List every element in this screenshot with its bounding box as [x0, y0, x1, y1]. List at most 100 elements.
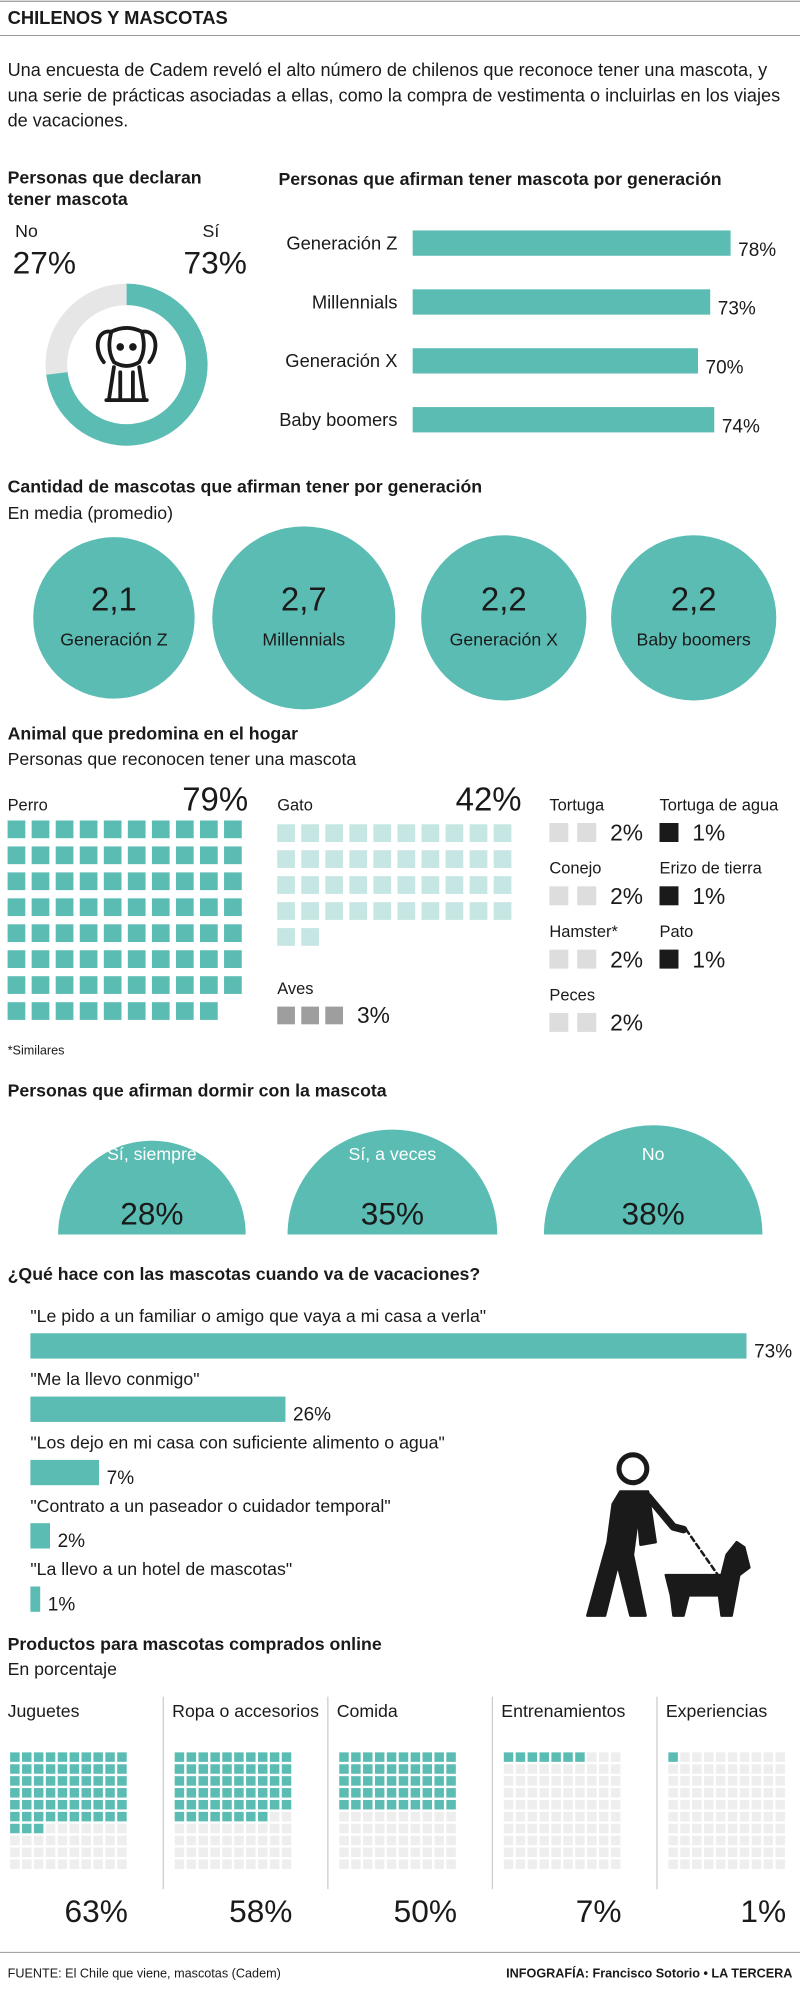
category-label: Peces — [549, 986, 595, 1004]
waffle-cell — [31, 820, 50, 839]
waffle-cell — [301, 1006, 319, 1025]
waffle-cell — [469, 824, 488, 842]
waffle-cell — [739, 1752, 750, 1762]
waffle-cell — [551, 1811, 561, 1822]
waffle-cell — [527, 1764, 538, 1774]
waffle-cell — [751, 1788, 762, 1798]
waffle-cell — [246, 1859, 256, 1869]
waffle-cell — [105, 1811, 115, 1822]
waffle-cell — [575, 1847, 585, 1858]
waffle-cell — [727, 1835, 738, 1846]
waffle-cell — [563, 1776, 573, 1786]
waffle-cell — [410, 1788, 421, 1798]
waffle-cell — [33, 1859, 44, 1869]
waffle-cell — [277, 876, 295, 894]
waffle-cell — [715, 1847, 726, 1858]
waffle-cell — [69, 1776, 80, 1786]
waffle-cell — [549, 886, 569, 906]
waffle-cell — [81, 1835, 92, 1846]
waffle-cell — [680, 1799, 690, 1810]
waffle-cell — [563, 1835, 573, 1846]
waffle-cell — [539, 1799, 549, 1810]
waffle-cell — [105, 1835, 115, 1846]
value-label: 78% — [738, 240, 776, 261]
waffle-cell — [234, 1823, 244, 1834]
waffle-cell — [200, 820, 218, 839]
waffle-cell — [174, 1799, 185, 1810]
waffle-cell — [397, 850, 416, 868]
waffle-cell — [668, 1776, 678, 1786]
waffle-cell — [81, 1764, 92, 1774]
waffle-cell — [587, 1788, 597, 1798]
waffle-cell — [763, 1823, 774, 1834]
waffle-cell — [598, 1835, 609, 1846]
waffle-cell — [493, 824, 512, 842]
waffle-cell — [210, 1859, 220, 1869]
waffle-cell — [31, 950, 50, 968]
value-label: 74% — [722, 416, 760, 437]
waffle-cell — [57, 1776, 68, 1786]
waffle-cell — [739, 1835, 750, 1846]
value-label: 2,2 — [671, 580, 717, 617]
waffle-cell — [503, 1752, 514, 1762]
waffle-cell — [587, 1752, 597, 1762]
waffle-cell — [434, 1788, 444, 1798]
waffle-cell — [398, 1811, 409, 1822]
waffle-cell — [539, 1764, 549, 1774]
waffle-cell — [692, 1752, 702, 1762]
waffle-cell — [349, 902, 368, 920]
waffle-cell — [551, 1835, 561, 1846]
waffle-cell — [704, 1776, 714, 1786]
intro-box: Una encuesta de Cadem reveló el alto núm… — [8, 61, 781, 132]
waffle-cell — [31, 872, 50, 891]
waffle-cell — [57, 1835, 68, 1846]
waffle-cell — [10, 1847, 20, 1858]
waffle-cell — [575, 1799, 585, 1810]
waffle-cell — [127, 846, 146, 865]
waffle-cell — [763, 1799, 774, 1810]
waffle-cell — [598, 1811, 609, 1822]
waffle-cell — [493, 850, 512, 868]
waffle-cell — [55, 976, 74, 994]
waffle-cell — [33, 1788, 44, 1798]
waffle-cell — [727, 1788, 738, 1798]
bubble — [33, 537, 195, 699]
waffle-cell — [210, 1847, 220, 1858]
waffle-cell — [198, 1752, 208, 1762]
waffle-cell — [775, 1859, 785, 1869]
waffle-cell — [763, 1859, 774, 1869]
waffle-cell — [374, 1799, 385, 1810]
waffle-cell — [79, 924, 98, 943]
waffle-cell — [69, 1859, 80, 1869]
waffle-cell — [55, 924, 74, 943]
waffle-cell — [386, 1799, 397, 1810]
bar-label: "Contrato a un paseador o cuidador tempo… — [30, 1496, 390, 1516]
waffle-cell — [680, 1847, 690, 1858]
waffle-cell — [246, 1823, 256, 1834]
waffle-cell — [668, 1764, 678, 1774]
waffle-cell — [410, 1752, 421, 1762]
waffle-cell — [763, 1811, 774, 1822]
waffle-cell — [57, 1823, 68, 1834]
waffle-cell — [575, 1823, 585, 1834]
waffle-cell — [704, 1752, 714, 1762]
waffle-cell — [103, 898, 122, 917]
waffle-cell — [117, 1835, 127, 1846]
waffle-cell — [22, 1752, 32, 1762]
waffle-cell — [33, 1847, 44, 1858]
waffle-cell — [281, 1788, 292, 1798]
waffle-cell — [222, 1799, 232, 1810]
waffle-cell — [692, 1764, 702, 1774]
value-label: 1% — [692, 946, 725, 972]
waffle-cell — [222, 1752, 232, 1762]
waffle-cell — [422, 1859, 433, 1869]
waffle-cell — [587, 1776, 597, 1786]
waffle-cell — [587, 1847, 597, 1858]
waffle-cell — [33, 1752, 44, 1762]
waffle-cell — [117, 1776, 127, 1786]
category-label: Experiencias — [665, 1700, 768, 1721]
waffle-cell — [151, 846, 170, 865]
waffle-cell — [421, 876, 440, 894]
waffle-cell — [257, 1764, 268, 1774]
waffle-cell — [79, 872, 98, 891]
